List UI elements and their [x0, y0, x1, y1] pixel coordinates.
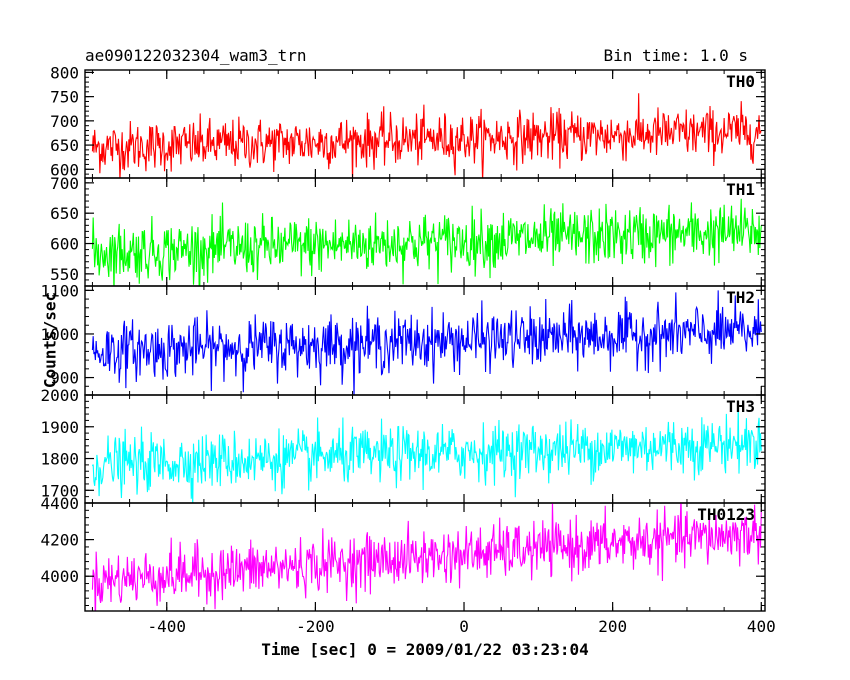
- y-tick-label: 1700: [40, 481, 79, 500]
- panel-th0123: 4000 4200 4400 TH0123: [40, 494, 766, 612]
- y-tick-label: 4000: [40, 567, 79, 586]
- y-tick-label: 700: [50, 112, 79, 131]
- y-tick-label: 700: [50, 174, 79, 193]
- panel-label-th0123: TH0123: [697, 505, 755, 524]
- y-tick-label: 1800: [40, 450, 79, 469]
- y-tick-label: 4200: [40, 531, 79, 550]
- series-line-th3: [91, 403, 762, 503]
- y-tick-label: 600: [50, 235, 79, 254]
- y-axis-label: Counts/sec: [40, 291, 60, 389]
- y-tick-label: 650: [50, 204, 79, 223]
- y-tick-label: 600: [50, 160, 79, 179]
- panel-th3: 1700 1800 1900 2000 TH3: [40, 386, 766, 504]
- plot-title: ae090122032304_wam3_trn: [85, 46, 307, 65]
- panel-th0: 600 650 700 750 800 TH0: [50, 63, 766, 179]
- y-tick-label: 800: [50, 63, 79, 82]
- y-tick-label: 750: [50, 88, 79, 107]
- y-tick-label: 900: [50, 369, 79, 388]
- x-tick-label: 200: [598, 617, 627, 636]
- panel-th2: 900 1000 1100 TH2: [40, 281, 766, 396]
- panel-frame: [84, 502, 766, 612]
- x-tick-label: 0: [459, 617, 469, 636]
- x-tick-label: -200: [296, 617, 335, 636]
- series-line-th0123: [91, 503, 762, 611]
- y-tick-label: 1000: [40, 325, 79, 344]
- y-tick-label: 650: [50, 136, 79, 155]
- panel-label-th1: TH1: [726, 180, 755, 199]
- series-line-th1: [91, 198, 762, 286]
- x-axis-label: Time [sec] 0 = 2009/01/22 03:23:04: [261, 640, 589, 659]
- series-line-th2: [91, 290, 762, 395]
- y-tick-label: 2000: [40, 386, 79, 405]
- series-line-th0: [91, 93, 762, 178]
- y-tick-label: 1100: [40, 281, 79, 300]
- bin-time-label: Bin time: 1.0 s: [603, 46, 749, 65]
- y-tick-label: 4400: [40, 494, 79, 513]
- y-tick-label: 550: [50, 265, 79, 284]
- x-tick-label: -400: [147, 617, 186, 636]
- panel-label-th3: TH3: [726, 397, 755, 416]
- panel-label-th0: TH0: [726, 72, 755, 91]
- y-tick-label: 1900: [40, 418, 79, 437]
- panel-frame: [84, 285, 766, 396]
- panel-label-th2: TH2: [726, 288, 755, 307]
- panel-th1: 550 600 650 700 TH1: [50, 174, 766, 287]
- x-tick-label: 400: [747, 617, 776, 636]
